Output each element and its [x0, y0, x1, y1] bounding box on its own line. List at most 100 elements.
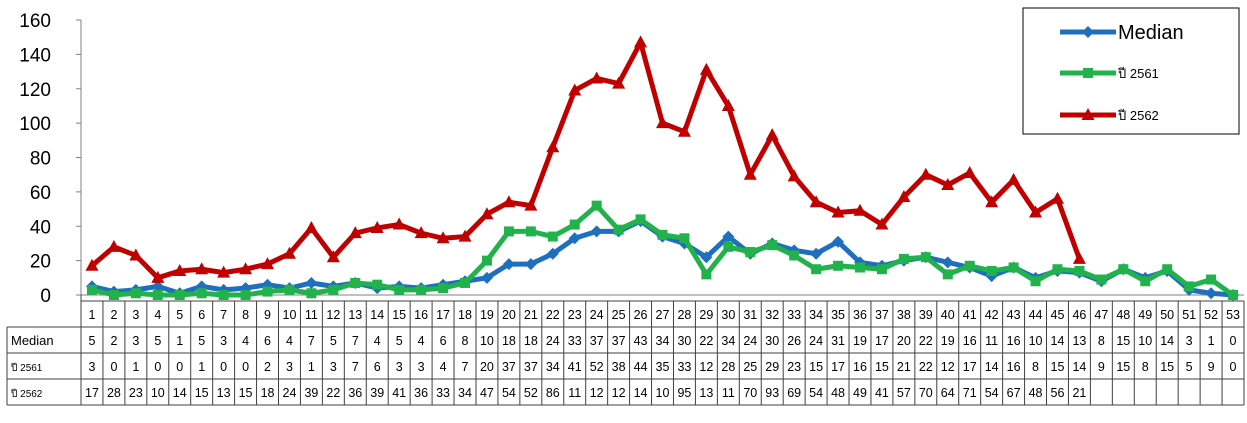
table-cell: 14 — [1051, 334, 1065, 348]
table-cell: 19 — [853, 334, 867, 348]
x-tick-label: 38 — [897, 308, 911, 322]
x-tick-label: 18 — [458, 308, 472, 322]
x-tick-label: 21 — [524, 308, 538, 322]
data-point — [217, 265, 231, 278]
x-tick-label: 23 — [568, 308, 582, 322]
table-cell: 3 — [88, 360, 95, 374]
table-cell: 0 — [242, 360, 249, 374]
legend-marker — [1081, 108, 1095, 120]
table-cell: 37 — [524, 360, 538, 374]
x-tick-label: 37 — [875, 308, 889, 322]
table-cell: 3 — [1186, 334, 1193, 348]
table-cell: 4 — [440, 360, 447, 374]
data-point — [919, 167, 933, 180]
x-tick-label: 12 — [326, 308, 340, 322]
data-point — [108, 290, 119, 300]
x-tick-label: 20 — [502, 308, 516, 322]
data-point — [1096, 274, 1107, 285]
table-cell: 48 — [1029, 386, 1043, 400]
data-point — [480, 207, 494, 220]
data-point — [547, 231, 558, 242]
table-cell: 41 — [568, 360, 582, 374]
data-point — [174, 290, 185, 300]
data-point — [282, 246, 296, 259]
x-tick-label: 14 — [370, 308, 384, 322]
x-tick-label: 28 — [677, 308, 691, 322]
x-tick-label: 48 — [1116, 308, 1130, 322]
table-cell: 15 — [875, 360, 889, 374]
table-cell: 14 — [173, 386, 187, 400]
x-tick-label: 51 — [1182, 308, 1196, 322]
table-cell: 56 — [1051, 386, 1065, 400]
table-cell: 69 — [787, 386, 801, 400]
data-point — [1118, 264, 1129, 275]
table-cell: 14 — [985, 360, 999, 374]
data-point — [568, 232, 581, 245]
plot-area — [85, 35, 1240, 301]
data-point — [438, 283, 449, 294]
data-point — [745, 247, 756, 258]
table-cell: 0 — [1230, 360, 1237, 374]
data-point — [525, 226, 536, 237]
data-point — [326, 250, 340, 263]
x-tick-label: 52 — [1204, 308, 1218, 322]
data-point — [942, 269, 953, 280]
table-cell: 21 — [897, 360, 911, 374]
table-cell: 29 — [765, 360, 779, 374]
x-tick-label: 40 — [941, 308, 955, 322]
table-cell: 9 — [1208, 360, 1215, 374]
data-point — [85, 258, 99, 271]
data-point — [591, 200, 602, 211]
table-cell: 31 — [831, 334, 845, 348]
table-cell: 34 — [721, 334, 735, 348]
table-cell: 6 — [374, 360, 381, 374]
table-row-label: Median — [11, 333, 54, 348]
table-cell: 17 — [85, 386, 99, 400]
x-tick-label: 3 — [132, 308, 139, 322]
data-point — [941, 178, 955, 190]
table-cell: 5 — [198, 334, 205, 348]
data-point — [262, 286, 273, 297]
table-cell: 3 — [330, 360, 337, 374]
data-point — [876, 264, 887, 275]
data-point — [1007, 172, 1021, 185]
data-point — [1162, 264, 1173, 275]
table-cell: 57 — [897, 386, 911, 400]
table-cell: 24 — [743, 334, 757, 348]
table-cell: 4 — [418, 334, 425, 348]
table-cell: 8 — [462, 334, 469, 348]
data-point — [853, 203, 867, 216]
table-cell: 2 — [264, 360, 271, 374]
data-point — [810, 247, 823, 260]
data-point — [701, 269, 712, 280]
table-cell: 22 — [326, 386, 340, 400]
data-point — [328, 284, 339, 295]
table-cell: 71 — [963, 386, 977, 400]
table-cell: 44 — [634, 360, 648, 374]
x-tick-label: 33 — [787, 308, 801, 322]
table-cell: 41 — [392, 386, 406, 400]
table-cell: 22 — [919, 360, 933, 374]
data-point — [941, 256, 954, 269]
x-tick-label: 50 — [1160, 308, 1174, 322]
table-cell: 6 — [264, 334, 271, 348]
x-tick-label: 7 — [220, 308, 227, 322]
data-point — [722, 230, 735, 243]
x-tick-label: 44 — [1029, 308, 1043, 322]
data-point — [239, 262, 253, 275]
table-cell: 1 — [132, 360, 139, 374]
x-tick-label: 34 — [809, 308, 823, 322]
table-cell: 35 — [656, 360, 670, 374]
data-point — [129, 248, 143, 261]
table-cell: 3 — [220, 334, 227, 348]
table-cell: 36 — [348, 386, 362, 400]
data-point — [677, 124, 691, 137]
x-tick-label: 5 — [176, 308, 183, 322]
data-point — [394, 284, 405, 295]
table-cell: 5 — [330, 334, 337, 348]
data-point — [833, 260, 844, 271]
data-point — [898, 253, 909, 264]
table-cell: 9 — [1098, 360, 1105, 374]
data-point — [350, 277, 361, 288]
table-cell: 24 — [809, 334, 823, 348]
